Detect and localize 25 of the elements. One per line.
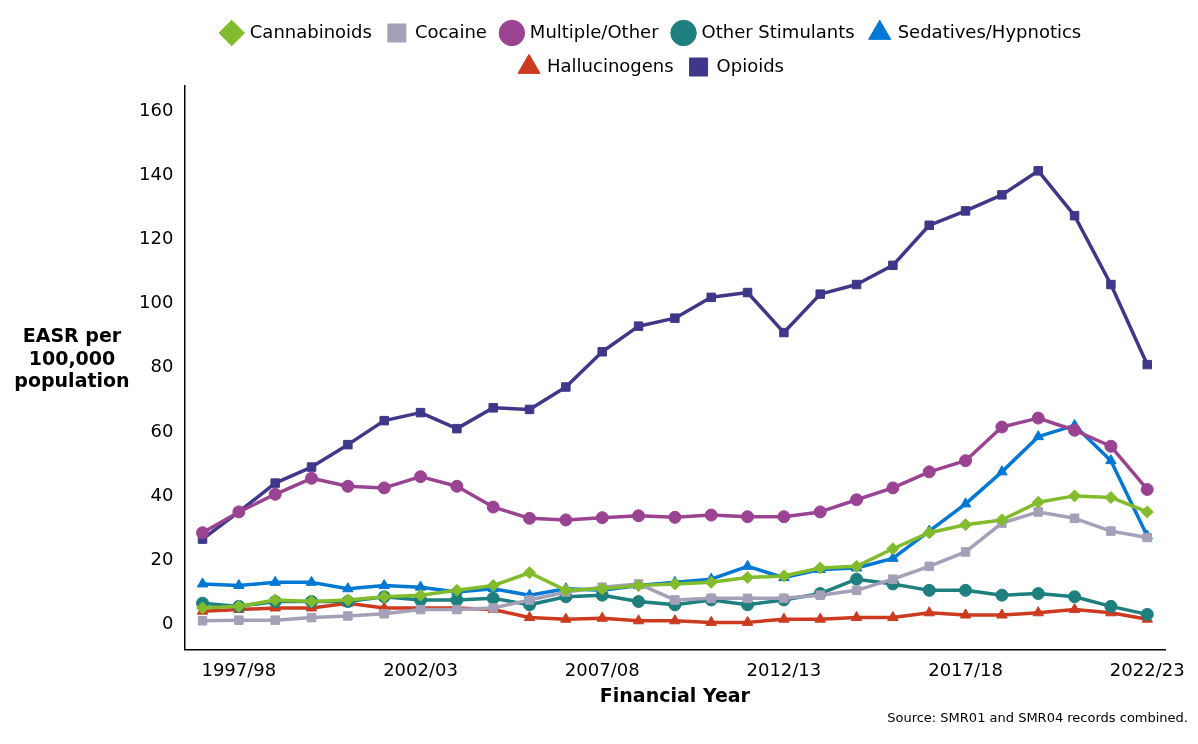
x-tick-label: 2022/23 — [1109, 659, 1185, 681]
x-tick-label: 2017/18 — [928, 659, 1003, 681]
y-tick-label: 0 — [161, 611, 174, 633]
legend-label: Sedatives/Hypnotics — [897, 20, 1082, 42]
legend-label: Cocaine — [414, 20, 487, 42]
y-tick-label: 60 — [150, 419, 174, 441]
x-tick-label: 2012/13 — [746, 659, 822, 681]
y-tick-label: 120 — [139, 227, 174, 249]
y-tick-label: 160 — [139, 99, 174, 121]
y-axis-title: EASR per 100,000 population — [13, 323, 131, 393]
y-tick-label: 100 — [139, 291, 174, 313]
legend-label: Other Stimulants — [701, 20, 855, 42]
y-tick-label: 140 — [139, 163, 174, 185]
x-axis-title: Financial Year — [599, 683, 751, 706]
y-tick-label: 80 — [150, 355, 174, 377]
source-note: Source: SMR01 and SMR04 records combined. — [886, 710, 1188, 725]
x-tick-label: 1997/98 — [201, 659, 277, 681]
x-tick-label: 2002/03 — [383, 659, 458, 681]
legend-label: Multiple/Other — [529, 20, 660, 42]
legend-label: Hallucinogens — [547, 54, 674, 76]
legend-label: Cannabinoids — [249, 20, 372, 42]
y-tick-label: 20 — [150, 547, 174, 569]
y-tick-label: 40 — [150, 483, 174, 505]
legend-label: Opioids — [716, 54, 785, 76]
x-tick-label: 2007/08 — [564, 659, 640, 681]
